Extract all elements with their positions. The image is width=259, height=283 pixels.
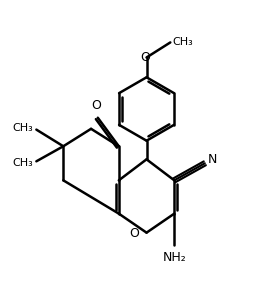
Text: O: O — [140, 51, 150, 64]
Text: CH₃: CH₃ — [172, 37, 193, 47]
Text: CH₃: CH₃ — [12, 158, 33, 168]
Text: CH₃: CH₃ — [12, 123, 33, 133]
Text: O: O — [130, 227, 139, 240]
Text: NH₂: NH₂ — [163, 251, 187, 264]
Text: O: O — [91, 99, 101, 112]
Text: N: N — [208, 153, 217, 166]
